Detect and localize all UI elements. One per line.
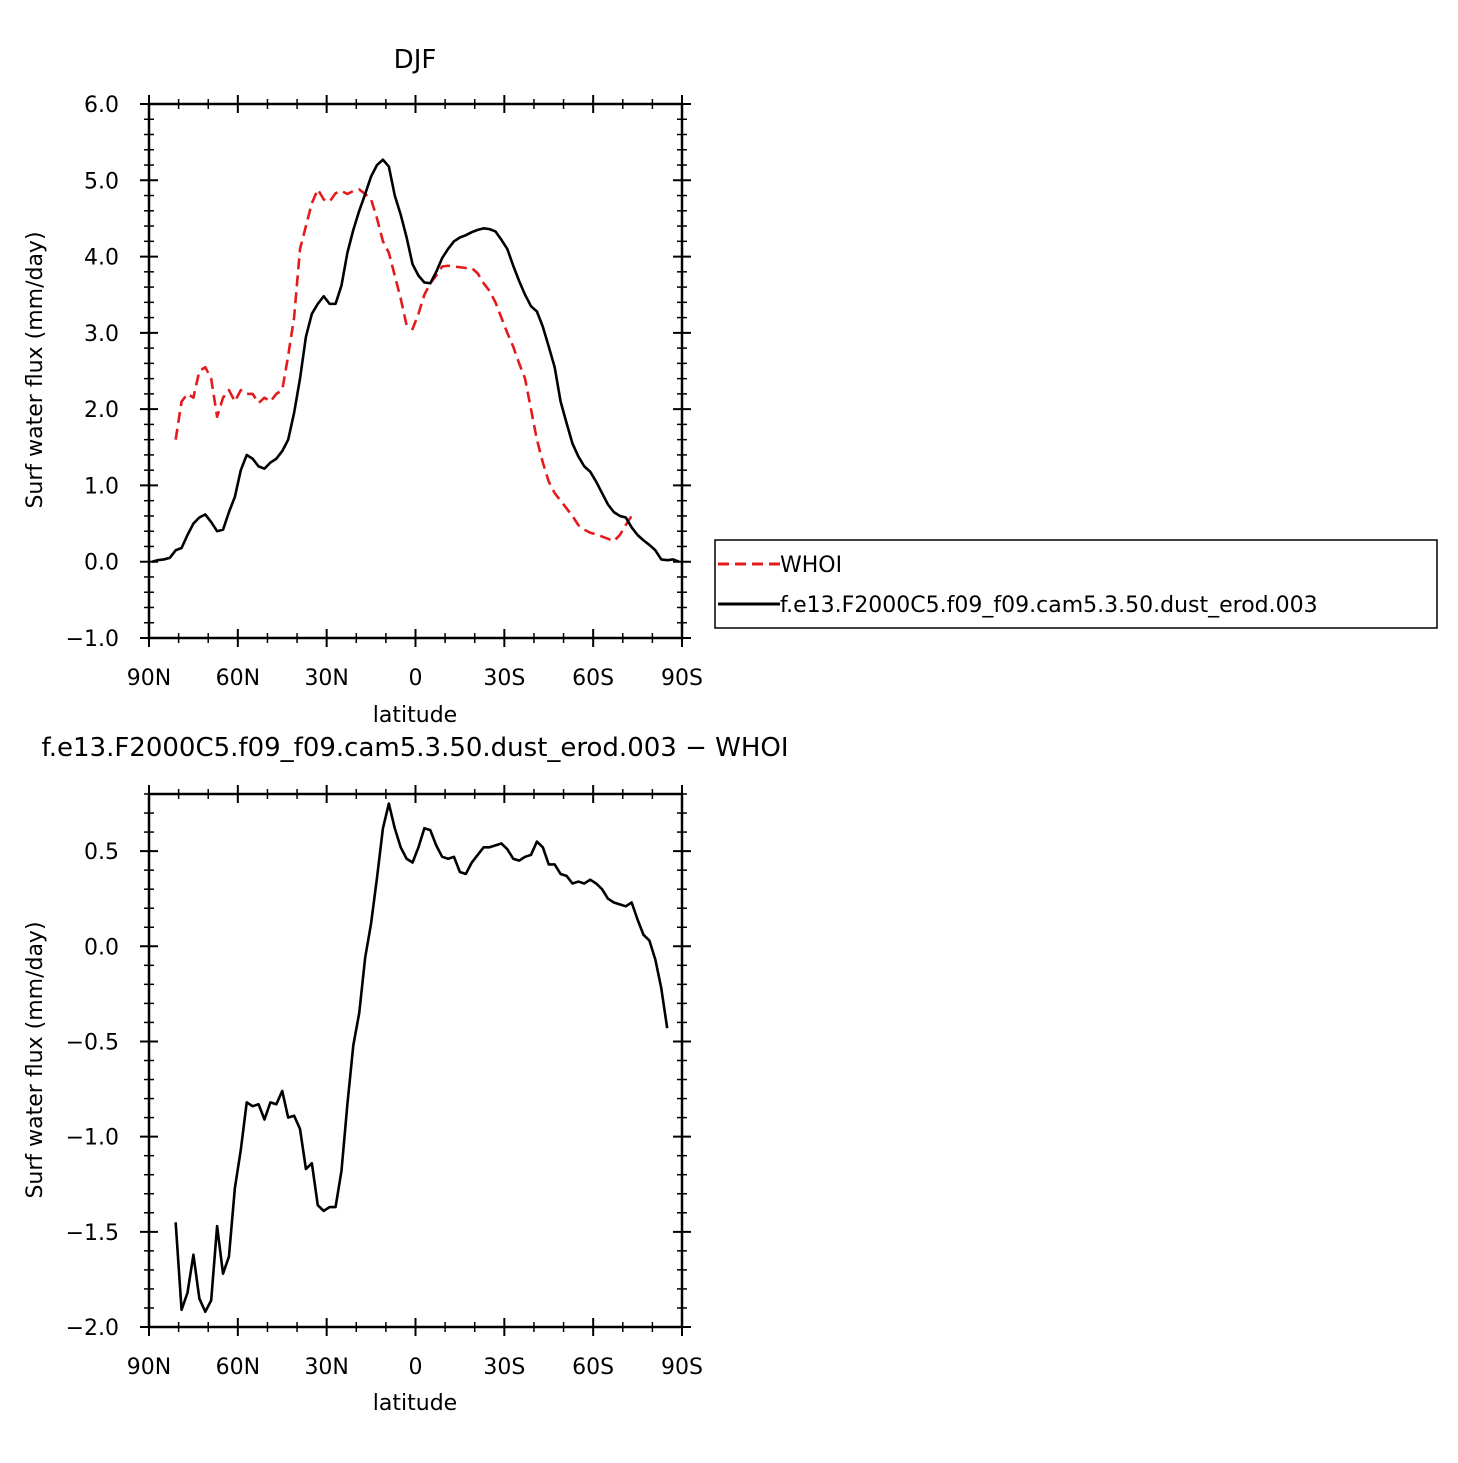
panel1-ytick-label: 3.0 (84, 322, 119, 347)
panel2-ytick-label: 0.0 (84, 935, 119, 960)
panel-difference: f.e13.F2000C5.f09_f09.cam5.3.50.dust_ero… (23, 733, 789, 1416)
panel1-xtick-label: 90N (127, 666, 171, 691)
panel2-ytick-label: 0.5 (84, 840, 119, 865)
panel2-xtick-label: 60S (572, 1355, 614, 1380)
panel2-ticks (140, 785, 691, 1336)
panel1-xtick-label: 0 (409, 666, 423, 691)
panel2-x-axis-label: latitude (373, 1391, 457, 1416)
panel1-ytick-label: 2.0 (84, 398, 119, 423)
panel2-title: f.e13.F2000C5.f09_f09.cam5.3.50.dust_ero… (41, 733, 788, 763)
panel2-y-axis-label: Surf water flux (mm/day) (23, 921, 48, 1198)
panel1-xtick-label: 30N (304, 666, 348, 691)
panel1-series-cam5-line (151, 158, 680, 563)
panel1-plot-area: 6.0 5.0 4.0 3.0 2.0 1.0 0.0 −1.0 90N 60N… (66, 93, 703, 691)
panel2-xtick-label: 30S (483, 1355, 525, 1380)
panel1-y-tick-labels: 6.0 5.0 4.0 3.0 2.0 1.0 0.0 −1.0 (66, 93, 119, 652)
panel1-y-axis-label: Surf water flux (mm/day) (23, 231, 48, 508)
legend: WHOI f.e13.F2000C5.f09_f09.cam5.3.50.dus… (714, 539, 1438, 629)
panel1-title: DJF (394, 45, 437, 75)
panel2-plot-area: 0.5 0.0 −0.5 −1.0 −1.5 −2.0 90N 60N 30N … (66, 785, 703, 1380)
panel1-x-axis-label: latitude (373, 703, 457, 728)
panel2-ytick-label: −0.5 (66, 1030, 119, 1055)
legend-label-cam5: f.e13.F2000C5.f09_f09.cam5.3.50.dust_ero… (780, 593, 1318, 618)
panel1-frame (147, 102, 684, 640)
panel2-xtick-label: 90N (127, 1355, 171, 1380)
panel1-xtick-label: 90S (661, 666, 703, 691)
panel1-xtick-label: 60N (216, 666, 260, 691)
panel2-ytick-label: −1.0 (66, 1126, 119, 1151)
panel1-ytick-label: 6.0 (84, 93, 119, 118)
panel1-ytick-label: 5.0 (84, 169, 119, 194)
panel1-xtick-label: 30S (483, 666, 525, 691)
panel2-xtick-label: 90S (661, 1355, 703, 1380)
panel-djf: DJF 6.0 5.0 4.0 3.0 2.0 1.0 0.0 −1.0 90N… (23, 45, 703, 728)
panel2-xtick-label: 0 (409, 1355, 423, 1380)
panel2-x-tick-labels: 90N 60N 30N 0 30S 60S 90S (127, 1355, 703, 1380)
panel2-y-tick-labels: 0.5 0.0 −0.5 −1.0 −1.5 −2.0 (66, 840, 119, 1341)
panel1-ytick-label: 4.0 (84, 246, 119, 271)
panel2-frame (147, 792, 684, 1329)
panel2-series-difference-line (174, 802, 669, 1314)
panel1-ticks (140, 95, 691, 647)
panel2-xtick-label: 60N (216, 1355, 260, 1380)
panel1-ytick-label: −1.0 (66, 627, 119, 652)
panel2-xtick-label: 30N (304, 1355, 348, 1380)
legend-label-whoi: WHOI (780, 553, 842, 578)
panel1-xtick-label: 60S (572, 666, 614, 691)
panel1-ytick-label: 0.0 (84, 551, 119, 576)
panel1-ytick-label: 1.0 (84, 474, 119, 499)
panel2-ytick-label: −1.5 (66, 1221, 119, 1246)
panel2-ytick-label: −2.0 (66, 1316, 119, 1341)
panel1-series-whoi-line (174, 188, 633, 543)
legend-box (714, 539, 1438, 629)
panel1-x-tick-labels: 90N 60N 30N 0 30S 60S 90S (127, 666, 703, 691)
